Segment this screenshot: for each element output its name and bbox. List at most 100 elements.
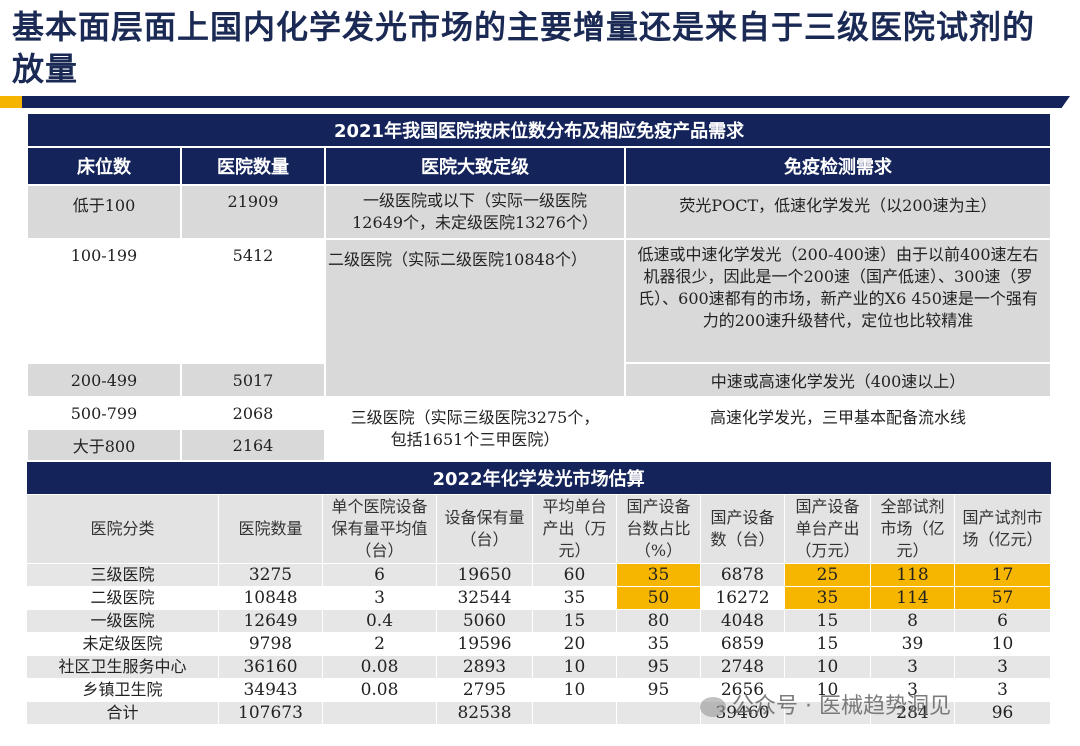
table-cell: 34943 bbox=[218, 678, 323, 702]
table-cell: 25 bbox=[784, 563, 871, 587]
table2-caption: 2022年化学发光市场估算 bbox=[26, 462, 1051, 495]
table-cell: 2893 bbox=[436, 655, 533, 679]
table-row: 二级医院 10848 3 32544 35 50 16272 35 114 57 bbox=[26, 586, 1052, 610]
row-label: 三级医院 bbox=[26, 563, 219, 587]
row-label: 合计 bbox=[26, 701, 219, 725]
beds-cell: 100-199 bbox=[26, 238, 182, 364]
table-cell: 12649 bbox=[218, 609, 323, 633]
table-row: 未定级医院 9798 2 19596 20 35 6859 15 39 10 bbox=[26, 632, 1052, 656]
grade-cell: 一级医院或以下（实际一级医院12649个，未定级医院13276个） bbox=[324, 184, 626, 240]
table-cell: 35 bbox=[616, 632, 701, 656]
table-cell: 3 bbox=[322, 586, 437, 610]
table-cell: 16272 bbox=[700, 586, 785, 610]
table2-header: 单个医院设备保有量平均值（台） bbox=[322, 494, 437, 564]
title-accent-bar bbox=[0, 96, 22, 108]
header-beds: 床位数 bbox=[26, 146, 182, 186]
table-cell: 50 bbox=[616, 586, 701, 610]
table-cell: 3 bbox=[953, 678, 1052, 702]
table2-header: 国产设备单台产出（万元） bbox=[784, 494, 871, 564]
table-cell bbox=[532, 701, 617, 725]
beds-cell: 低于100 bbox=[26, 184, 182, 240]
table-cell: 118 bbox=[870, 563, 955, 587]
table2-header: 设备保有量（台） bbox=[436, 494, 533, 564]
table-cell: 39 bbox=[870, 632, 955, 656]
table2-header: 国产设备台数占比（%） bbox=[616, 494, 701, 564]
row-label: 社区卫生服务中心 bbox=[26, 655, 219, 679]
table-cell: 3 bbox=[870, 655, 955, 679]
table-cell: 0.4 bbox=[322, 609, 437, 633]
beds-cell: 大于800 bbox=[26, 428, 182, 462]
table-cell: 10 bbox=[784, 655, 871, 679]
table-cell: 10 bbox=[532, 678, 617, 702]
wechat-icon bbox=[700, 697, 726, 717]
row-label: 一级医院 bbox=[26, 609, 219, 633]
table-cell: 10848 bbox=[218, 586, 323, 610]
table-cell: 0.08 bbox=[322, 655, 437, 679]
table-cell: 82538 bbox=[436, 701, 533, 725]
table-cell: 32544 bbox=[436, 586, 533, 610]
table-cell: 2795 bbox=[436, 678, 533, 702]
table-cell: 3275 bbox=[218, 563, 323, 587]
table-row: 合计 107673 82538 39460 284 96 bbox=[26, 701, 1052, 725]
row-label: 未定级医院 bbox=[26, 632, 219, 656]
table2-header: 全部试剂市场（亿元） bbox=[870, 494, 955, 564]
table-cell: 6859 bbox=[700, 632, 785, 656]
table-cell: 6 bbox=[953, 609, 1052, 633]
watermark: 公众号 · 医械趋势洞见 bbox=[700, 688, 951, 720]
table-cell: 9798 bbox=[218, 632, 323, 656]
row-label: 二级医院 bbox=[26, 586, 219, 610]
count-cell: 5017 bbox=[180, 362, 326, 398]
table-cell: 6 bbox=[322, 563, 437, 587]
table-cell: 6878 bbox=[700, 563, 785, 587]
table-cell: 19650 bbox=[436, 563, 533, 587]
header-grade: 医院大致定级 bbox=[324, 146, 626, 186]
table-cell: 114 bbox=[870, 586, 955, 610]
table-cell: 96 bbox=[953, 701, 1052, 725]
table2-header: 医院数量 bbox=[218, 494, 323, 564]
need-cell: 高速化学发光，三甲基本配备流水线 bbox=[623, 396, 1053, 462]
table-cell: 36160 bbox=[218, 655, 323, 679]
beds-cell: 500-799 bbox=[26, 396, 182, 430]
need-cell: 中速或高速化学发光（400速以上） bbox=[623, 362, 1053, 398]
chemiluminescence-market-table: 2022年化学发光市场估算 医院分类 医院数量 单个医院设备保有量平均值（台） 设备保… bbox=[26, 462, 1052, 725]
hospital-bed-distribution-table: 2021年我国医院按床位数分布及相应免疫产品需求 床位数 医院数量 医院大致定级… bbox=[25, 112, 1053, 462]
beds-cell: 200-499 bbox=[26, 362, 182, 398]
count-cell: 2164 bbox=[180, 428, 326, 462]
table2-header: 国产试剂市场（亿元） bbox=[953, 494, 1052, 564]
table-cell: 3 bbox=[953, 655, 1052, 679]
table-cell: 4048 bbox=[700, 609, 785, 633]
table-cell: 20 bbox=[532, 632, 617, 656]
table-cell: 35 bbox=[616, 563, 701, 587]
table-cell bbox=[322, 701, 437, 725]
row-label: 乡镇卫生院 bbox=[26, 678, 219, 702]
table-cell: 5060 bbox=[436, 609, 533, 633]
grade-cell: 三级医院（实际三级医院3275个，包括1651个三甲医院） bbox=[324, 396, 626, 462]
page-title: 基本面层面上国内化学发光市场的主要增量还是来自于三级医院试剂的放量 bbox=[12, 8, 1036, 88]
table-cell: 10 bbox=[953, 632, 1052, 656]
table-row: 乡镇卫生院 34943 0.08 2795 10 95 2656 10 3 3 bbox=[26, 678, 1052, 702]
table-cell: 17 bbox=[953, 563, 1052, 587]
table-cell: 284 bbox=[870, 701, 955, 725]
table-cell: 19596 bbox=[436, 632, 533, 656]
table2-header: 医院分类 bbox=[26, 494, 219, 564]
table-cell: 80 bbox=[616, 609, 701, 633]
need-cell: 荧光POCT，低速化学发光（以200速为主） bbox=[623, 184, 1053, 240]
watermark-text: 公众号 · 医械趋势洞见 bbox=[732, 694, 951, 719]
table-cell: 15 bbox=[784, 632, 871, 656]
header-need: 免疫检测需求 bbox=[623, 146, 1053, 186]
table-cell: 95 bbox=[616, 655, 701, 679]
table-cell: 107673 bbox=[218, 701, 323, 725]
table-cell: 0.08 bbox=[322, 678, 437, 702]
table-row: 一级医院 12649 0.4 5060 15 80 4048 15 8 6 bbox=[26, 609, 1052, 633]
table-cell: 8 bbox=[870, 609, 955, 633]
count-cell: 2068 bbox=[180, 396, 326, 430]
table2-header: 平均单台产出（万元） bbox=[532, 494, 617, 564]
need-cell: 低速或中速化学发光（200-400速）由于以前400速左右机器很少，因此是一个2… bbox=[623, 238, 1053, 364]
table2-header: 国产设备数（台） bbox=[700, 494, 785, 564]
table-cell: 2656 bbox=[700, 678, 785, 702]
table-cell: 57 bbox=[953, 586, 1052, 610]
table-cell: 15 bbox=[532, 609, 617, 633]
table-cell: 2 bbox=[322, 632, 437, 656]
table-cell: 60 bbox=[532, 563, 617, 587]
table-cell: 10 bbox=[532, 655, 617, 679]
